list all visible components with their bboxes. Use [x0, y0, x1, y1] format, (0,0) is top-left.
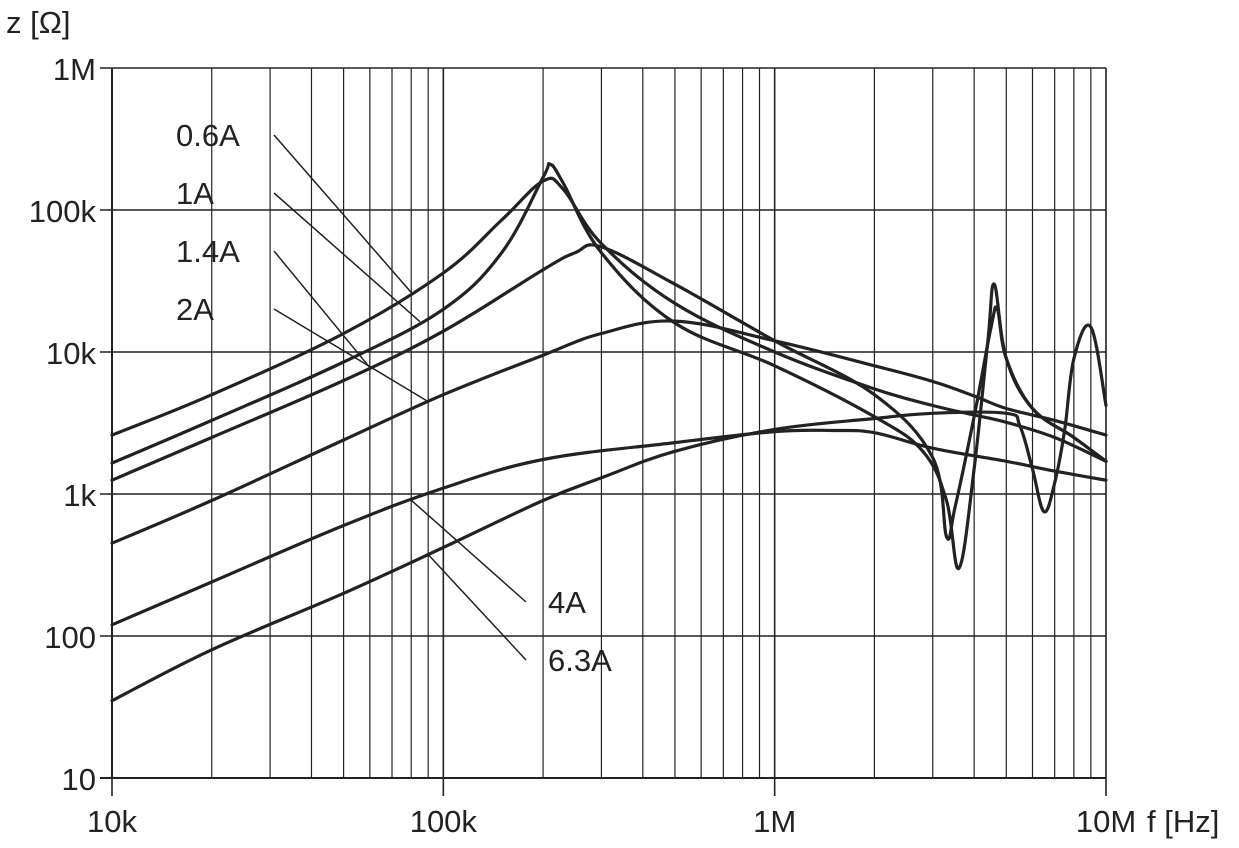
series-line-6_3A — [110, 323, 1108, 703]
series-label: 0.6A — [176, 118, 240, 153]
series-label: 1A — [176, 176, 214, 211]
leader-line — [273, 308, 429, 403]
leader-line — [427, 553, 527, 661]
series-label: 1.4A — [176, 234, 240, 269]
y-tick-label: 10 — [62, 762, 96, 797]
series-line-2A — [110, 319, 1108, 545]
series-line-0_6A — [110, 176, 1108, 463]
tick-layer: 10k 100k 1M 10M 10 100 1k 10k 100k 1M — [29, 52, 1136, 839]
series-label: 4A — [548, 585, 586, 620]
series-line-4A — [110, 428, 1108, 627]
y-tick-label: 1M — [53, 52, 96, 87]
x-tick-label: 10k — [87, 804, 137, 839]
leader-line — [273, 192, 421, 323]
x-axis-label: f [Hz] — [1147, 804, 1219, 839]
grid-layer — [100, 67, 1107, 796]
y-tick-label: 1k — [63, 478, 96, 513]
y-tick-label: 100k — [29, 194, 97, 229]
y-tick-label: 100 — [44, 620, 96, 655]
x-tick-label: 1M — [753, 804, 796, 839]
series-label: 6.3A — [548, 643, 612, 678]
series-line-1_4A — [110, 243, 1108, 541]
y-axis-label: z [Ω] — [6, 5, 71, 40]
y-tick-label: 10k — [46, 336, 96, 371]
x-tick-label: 10M — [1076, 804, 1136, 839]
series-line-1A — [110, 161, 1108, 570]
x-tick-label: 100k — [410, 804, 478, 839]
leader-line — [410, 499, 527, 603]
annotation-layer: 0.6A 1A 1.4A 2A 4A 6.3A — [176, 118, 612, 678]
series-layer — [110, 161, 1108, 703]
series-label: 2A — [176, 292, 214, 327]
leader-line — [273, 134, 412, 293]
leader-line — [273, 250, 371, 369]
